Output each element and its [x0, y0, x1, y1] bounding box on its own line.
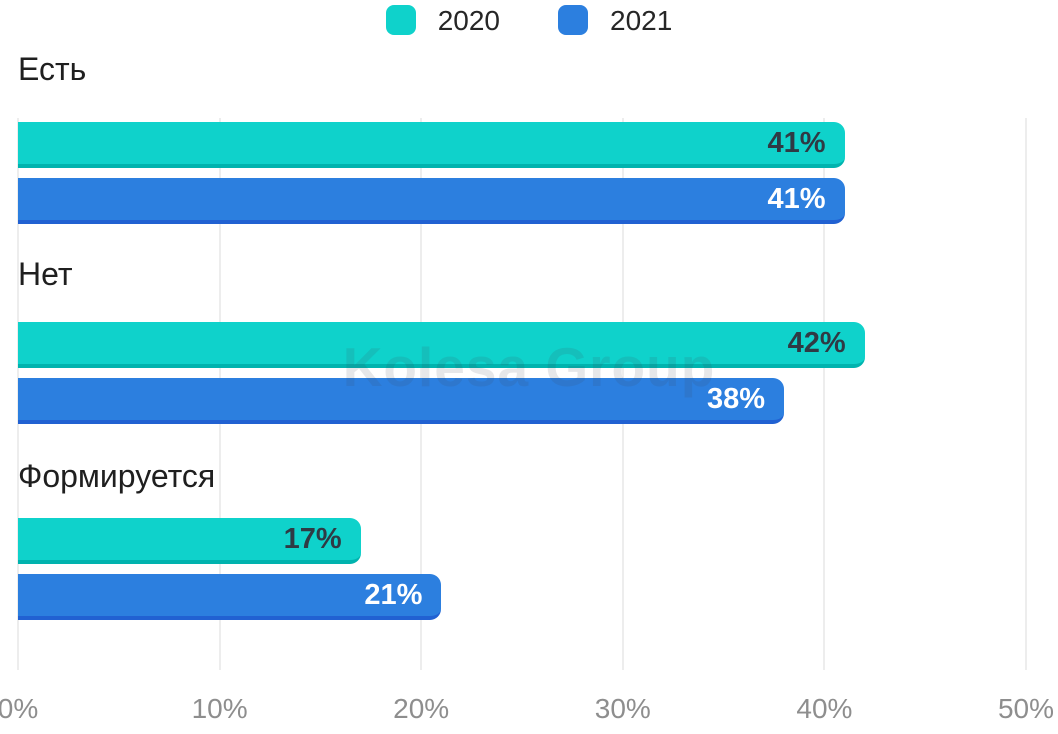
gridline-40	[823, 118, 826, 670]
bar-2021-2: 21%	[18, 574, 442, 620]
x-tick-label: 40%	[796, 693, 853, 724]
bar-2021-0: 41%	[18, 178, 845, 224]
x-tick-label: 30%	[594, 693, 651, 724]
bar-value-label: 42%	[787, 327, 846, 359]
bar-value-label: 38%	[707, 383, 766, 415]
bar-value-label: 41%	[767, 183, 826, 215]
category-label: Нет	[18, 256, 73, 292]
x-tick-label: 10%	[191, 693, 248, 724]
legend-swatch-2021	[558, 5, 588, 35]
bar-2021-1: 38%	[18, 378, 785, 424]
gridline-50	[1025, 118, 1027, 670]
category-label: Есть	[18, 51, 87, 87]
legend-item-2021: 2021	[558, 5, 672, 35]
bar-value-label: 17%	[283, 523, 342, 555]
legend-item-2020: 2020	[385, 5, 500, 36]
legend-swatch-2020	[385, 5, 416, 35]
bar-2020-1: 42%	[18, 322, 865, 368]
legend-label: 2021	[610, 5, 673, 36]
bar-value-label: 41%	[767, 127, 826, 159]
bar-value-label: 21%	[364, 579, 423, 611]
x-tick-label: 0%	[0, 693, 39, 724]
x-tick-label: 50%	[997, 693, 1055, 724]
x-axis: 0% 10% 20% 30% 40% 50%	[0, 692, 1058, 728]
legend-label: 2020	[437, 5, 500, 36]
category-label: Формируется	[18, 458, 216, 494]
legend: 2020 2021	[0, 2, 1058, 38]
x-tick-label: 20%	[393, 693, 450, 724]
bar-2020-0: 41%	[18, 122, 845, 168]
bar-2020-2: 17%	[18, 518, 361, 564]
